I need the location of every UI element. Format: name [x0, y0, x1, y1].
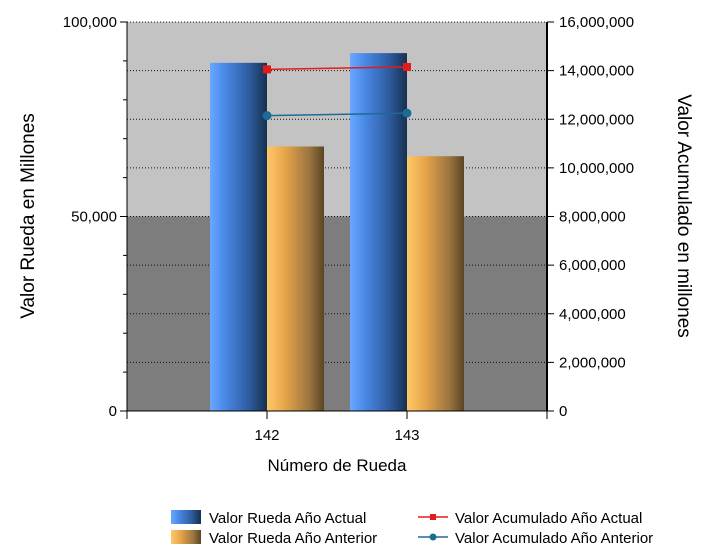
y-right-tick-label: 4,000,000: [559, 306, 626, 323]
y-axis-left-ticks: 0 50,000 100,000: [63, 14, 127, 420]
gridlines: [127, 21, 547, 363]
legend-marker-square: [430, 514, 436, 520]
x-axis-ticks: 142 143: [126, 411, 548, 444]
y-right-tick-label: 6,000,000: [559, 257, 626, 274]
x-axis-title: Número de Rueda: [268, 456, 407, 475]
x-tick-label-143: 143: [394, 427, 419, 444]
legend-marker-circle: [429, 533, 437, 541]
y-right-tick-label: 16,000,000: [559, 14, 634, 31]
y-right-tick-label: 2,000,000: [559, 354, 626, 371]
y-right-tick-label: 12,000,000: [559, 111, 634, 128]
x-tick-label-142: 142: [254, 427, 279, 444]
series-line-1: [266, 112, 408, 117]
y-right-tick-label: 0: [559, 403, 567, 420]
y-left-tick-label: 50,000: [71, 209, 117, 226]
legend-label-acumulado-anterior: Valor Acumulado Año Anterior: [455, 530, 653, 545]
point-acumulado-actual-143: [403, 62, 411, 71]
y-left-tick-label: 100,000: [63, 14, 117, 31]
legend: Valor Rueda Año Actual Valor Rueda Año A…: [171, 510, 653, 545]
legend-swatch-valor-rueda-actual: [171, 510, 201, 524]
y-axis-right-ticks: 0 2,000,000 4,000,000 6,000,000 8,000,000 10,…: [547, 14, 634, 420]
legend-label-acumulado-actual: Valor Acumulado Año Actual: [455, 510, 642, 527]
y-right-tick-label: 8,000,000: [559, 209, 626, 226]
bar-actual-142: [210, 62, 267, 411]
point-acumulado-anterior-142: [262, 111, 272, 121]
point-acumulado-actual-142: [263, 65, 271, 74]
bar-anterior-142: [267, 146, 324, 412]
y-right-tick-label: 14,000,000: [559, 63, 634, 80]
y-left-tick-label: 0: [109, 403, 117, 420]
legend-swatch-valor-rueda-anterior: [171, 530, 201, 544]
legend-label-valor-rueda-actual: Valor Rueda Año Actual: [209, 510, 366, 527]
point-acumulado-anterior-143: [402, 108, 412, 118]
y-axis-left-title: Valor Rueda en Millones: [18, 113, 39, 319]
y-axis-right-title: Valor Acumulado en millones: [673, 94, 694, 338]
y-right-tick-label: 10,000,000: [559, 160, 634, 177]
series-line-0: [266, 66, 408, 71]
legend-label-valor-rueda-anterior: Valor Rueda Año Anterior: [209, 530, 377, 545]
bar-actual-143: [350, 53, 407, 412]
legend-item-line-0: Valor Acumulado Año Actual: [418, 510, 642, 527]
bar-anterior-143: [407, 156, 464, 411]
legend-item-line-1: Valor Acumulado Año Anterior: [418, 530, 653, 545]
legend-item-bar-1: Valor Rueda Año Anterior: [171, 530, 377, 545]
line-series: [262, 62, 412, 121]
legend-item-bar-0: Valor Rueda Año Actual: [171, 510, 366, 527]
